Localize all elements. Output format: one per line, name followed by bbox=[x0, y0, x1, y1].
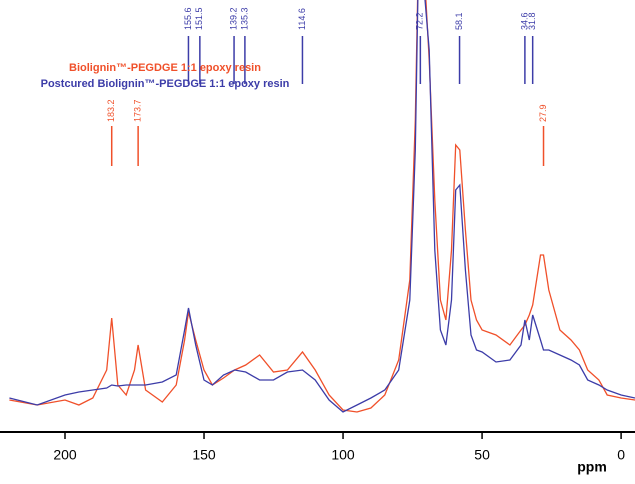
peak-label: 135.3 bbox=[239, 7, 249, 30]
x-tick-label: 200 bbox=[53, 447, 77, 463]
x-axis-label: ppm bbox=[577, 459, 607, 475]
peak-label: 34.6 bbox=[519, 12, 529, 30]
x-tick-label: 150 bbox=[192, 447, 216, 463]
x-tick-label: 50 bbox=[474, 447, 490, 463]
peak-label: 155.6 bbox=[183, 7, 193, 30]
peak-label: 139.2 bbox=[228, 7, 238, 30]
peak-label: 72.2 bbox=[415, 12, 425, 30]
peak-label: 58.1 bbox=[454, 12, 464, 30]
x-tick-label: 100 bbox=[331, 447, 355, 463]
peak-label: 173.7 bbox=[133, 99, 143, 122]
peak-label: 27.9 bbox=[538, 104, 548, 122]
peak-label: 114.6 bbox=[297, 8, 307, 30]
spectrum-line bbox=[9, 0, 635, 413]
peak-label: 151.5 bbox=[194, 7, 204, 30]
x-tick-label: 0 bbox=[617, 447, 625, 463]
peak-label: 31.8 bbox=[527, 12, 537, 30]
peak-label: 183.2 bbox=[106, 99, 116, 122]
legend-entry: Postcured Biolignin™-PEGDGE 1:1 epoxy re… bbox=[41, 78, 290, 90]
spectrum-line bbox=[9, 0, 635, 413]
legend-entry: Biolignin™-PEGDGE 1:1 epoxy resin bbox=[69, 62, 261, 74]
